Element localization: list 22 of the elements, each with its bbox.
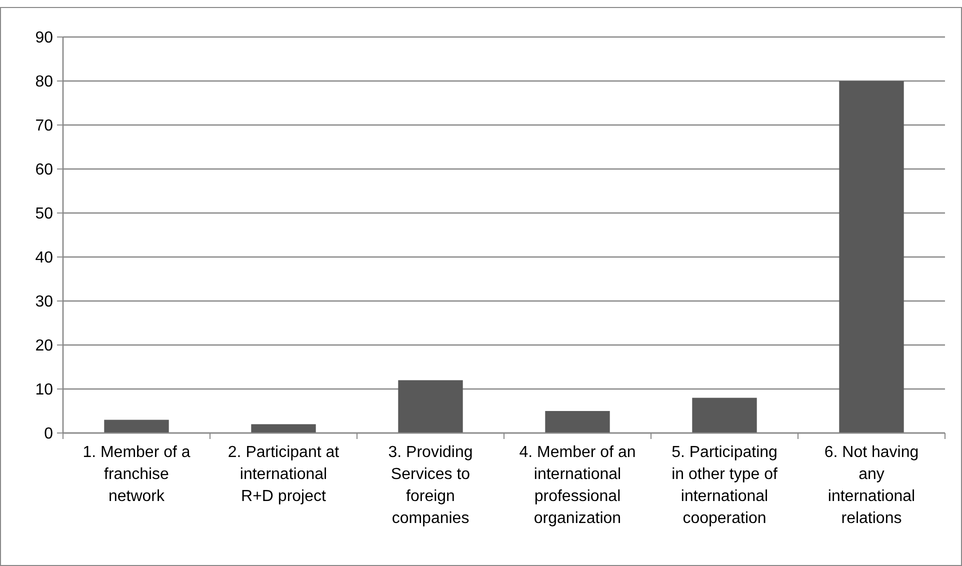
y-tick-label: 10 [35, 382, 54, 399]
x-tick-label: 1. Member of a franchise network [82, 444, 190, 505]
x-tick-label: 5. Participating in other type of international cooperation [672, 444, 778, 527]
bar [692, 398, 757, 433]
x-tick-label: 6. Not having any international relations [824, 444, 919, 527]
x-tick-label: 2. Participant at international R+D project [228, 444, 340, 505]
y-tick-label: 50 [35, 206, 54, 223]
y-tick-label: 30 [35, 294, 54, 311]
x-tick-label: 4. Member of an international professional organization [519, 444, 636, 527]
y-tick-label: 20 [35, 338, 54, 355]
y-tick-label: 60 [35, 162, 54, 179]
bar [545, 411, 610, 433]
bar [104, 420, 169, 433]
x-tick-label: 3. Providing Services to foreign companies [388, 444, 473, 527]
y-tick-label: 90 [35, 30, 54, 47]
bar [398, 380, 463, 433]
bar [839, 81, 904, 433]
y-tick-label: 40 [35, 250, 54, 267]
bar [251, 424, 316, 433]
y-tick-label: 70 [35, 118, 54, 135]
y-tick-label: 0 [44, 426, 54, 443]
y-tick-label: 80 [35, 74, 54, 91]
